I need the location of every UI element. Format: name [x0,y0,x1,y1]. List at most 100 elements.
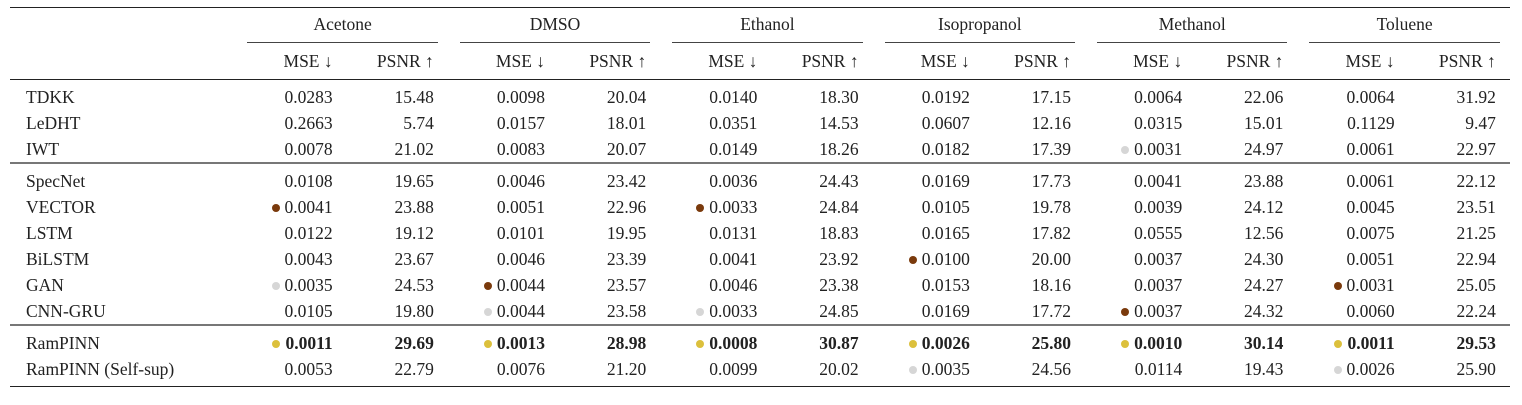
cell-value: 19.80 [394,300,434,321]
cell-value: 0.0026 [921,332,970,353]
gap-cell [438,298,460,325]
psnr-header: PSNR ↑ [761,43,863,80]
cell-value: 0.0165 [921,222,970,243]
gold-medal-icon [483,339,492,348]
cell-value: 0.0105 [921,196,970,217]
psnr-cell: 25.05 [1399,272,1500,298]
psnr-header: PSNR ↑ [1398,43,1500,80]
cell-value: 22.24 [1456,300,1496,321]
psnr-cell: 23.92 [761,246,862,272]
cell-value: 0.0078 [284,138,333,159]
mse-cell: 0.0315 [1097,110,1186,136]
method-name: LSTM [26,222,73,243]
gap-cell [438,80,460,111]
cell-value: 17.73 [1031,170,1072,191]
cell-value: 0.0061 [1346,138,1395,159]
gap-cell [863,220,885,246]
gap-cell [650,220,672,246]
cell-value: 0.0157 [496,112,546,133]
cell-value: 18.01 [606,112,647,133]
psnr-cell: 22.06 [1186,80,1287,111]
gap-cell [1075,162,1098,194]
gold-medal-icon [1121,339,1130,348]
mse-cell: 0.0026 [884,324,974,356]
solvent-header: DMSO [459,7,651,43]
psnr-cell: 23.51 [1399,194,1500,220]
bronze-medal-icon [483,281,492,290]
gold-medal-icon [908,339,917,348]
psnr-cell: 22.79 [336,356,438,387]
mse-cell: 0.0039 [1097,194,1186,220]
cell-value: 12.56 [1244,222,1284,243]
method-name: VECTOR [26,196,96,217]
mse-cell: 0.0122 [247,220,336,246]
method-name: GAN [26,274,64,295]
psnr-cell: 24.43 [761,162,863,194]
gap-cell [863,110,885,136]
cell-value: 0.0108 [284,170,333,191]
cell-value: 0.0046 [709,274,758,295]
cell-value: 21.02 [394,138,434,159]
cell-value: 0.0031 [1346,274,1395,295]
psnr-cell: 20.07 [549,136,650,163]
cell-value: 24.12 [1244,196,1284,217]
psnr-cell: 20.04 [549,80,650,111]
gap-cell [1500,220,1510,246]
psnr-cell: 17.72 [974,298,1075,325]
silver-medal-icon [1121,145,1130,154]
cell-value: 0.0037 [1134,300,1183,321]
mse-cell: 0.0041 [247,194,336,220]
cell-value: 23.42 [606,170,647,191]
mse-cell: 0.0060 [1309,298,1398,325]
silver-medal-icon [483,307,492,316]
cell-value: 18.16 [1031,274,1072,295]
psnr-cell: 28.98 [549,324,651,356]
gap-cell [1287,356,1310,387]
gap-cell [1499,356,1510,387]
gold-medal-icon [272,339,281,348]
gap-cell [650,356,673,387]
psnr-cell: 24.53 [337,272,438,298]
mse-cell: 0.0041 [672,246,761,272]
cell-value: 0.0075 [1346,222,1395,243]
cell-value: 23.58 [606,300,647,321]
mse-cell: 0.0053 [247,356,337,387]
cell-value: 23.67 [394,248,434,269]
gap-cell [1287,194,1309,220]
gap-cell [863,272,885,298]
gold-medal-icon [696,339,705,348]
gap-cell [862,324,885,356]
cell-value: 0.0035 [921,358,970,379]
row-group: SpecNet 0.0108 19.65 0.0046 23.42 0.0036 24.43… [10,162,1510,325]
solvent-header: Isopropanol [884,7,1076,43]
cell-value: 28.98 [606,332,647,353]
gap-cell [438,272,460,298]
cell-value: 18.83 [819,222,859,243]
cell-value: 0.0105 [284,300,333,321]
psnr-cell: 22.24 [1399,298,1500,325]
gap-cell [1287,298,1309,325]
gap-cell [437,162,460,194]
cell-value: 24.84 [819,196,859,217]
psnr-cell: 24.97 [1186,136,1287,163]
gap-cell [1075,220,1097,246]
solvent-label: Methanol [1097,9,1288,43]
psnr-cell: 24.30 [1186,246,1287,272]
psnr-cell: 23.38 [761,272,862,298]
cell-value: 0.0099 [709,358,758,379]
cell-value: 0.0192 [921,86,970,107]
cell-value: 0.0043 [284,248,333,269]
psnr-cell: 14.53 [761,110,862,136]
psnr-cell: 23.67 [337,246,438,272]
cell-value: 19.43 [1244,358,1284,379]
cell-value: 23.92 [819,248,859,269]
psnr-cell: 18.26 [761,136,862,163]
cell-value: 0.0098 [496,86,546,107]
cell-value: 0.0010 [1134,332,1183,353]
cell-value: 0.0114 [1134,358,1183,379]
cell-value: 31.92 [1456,86,1496,107]
cell-value: 17.72 [1031,300,1072,321]
mse-cell: 0.0041 [1097,162,1187,194]
cell-value: 20.02 [819,358,859,379]
psnr-header: PSNR ↑ [549,43,651,80]
